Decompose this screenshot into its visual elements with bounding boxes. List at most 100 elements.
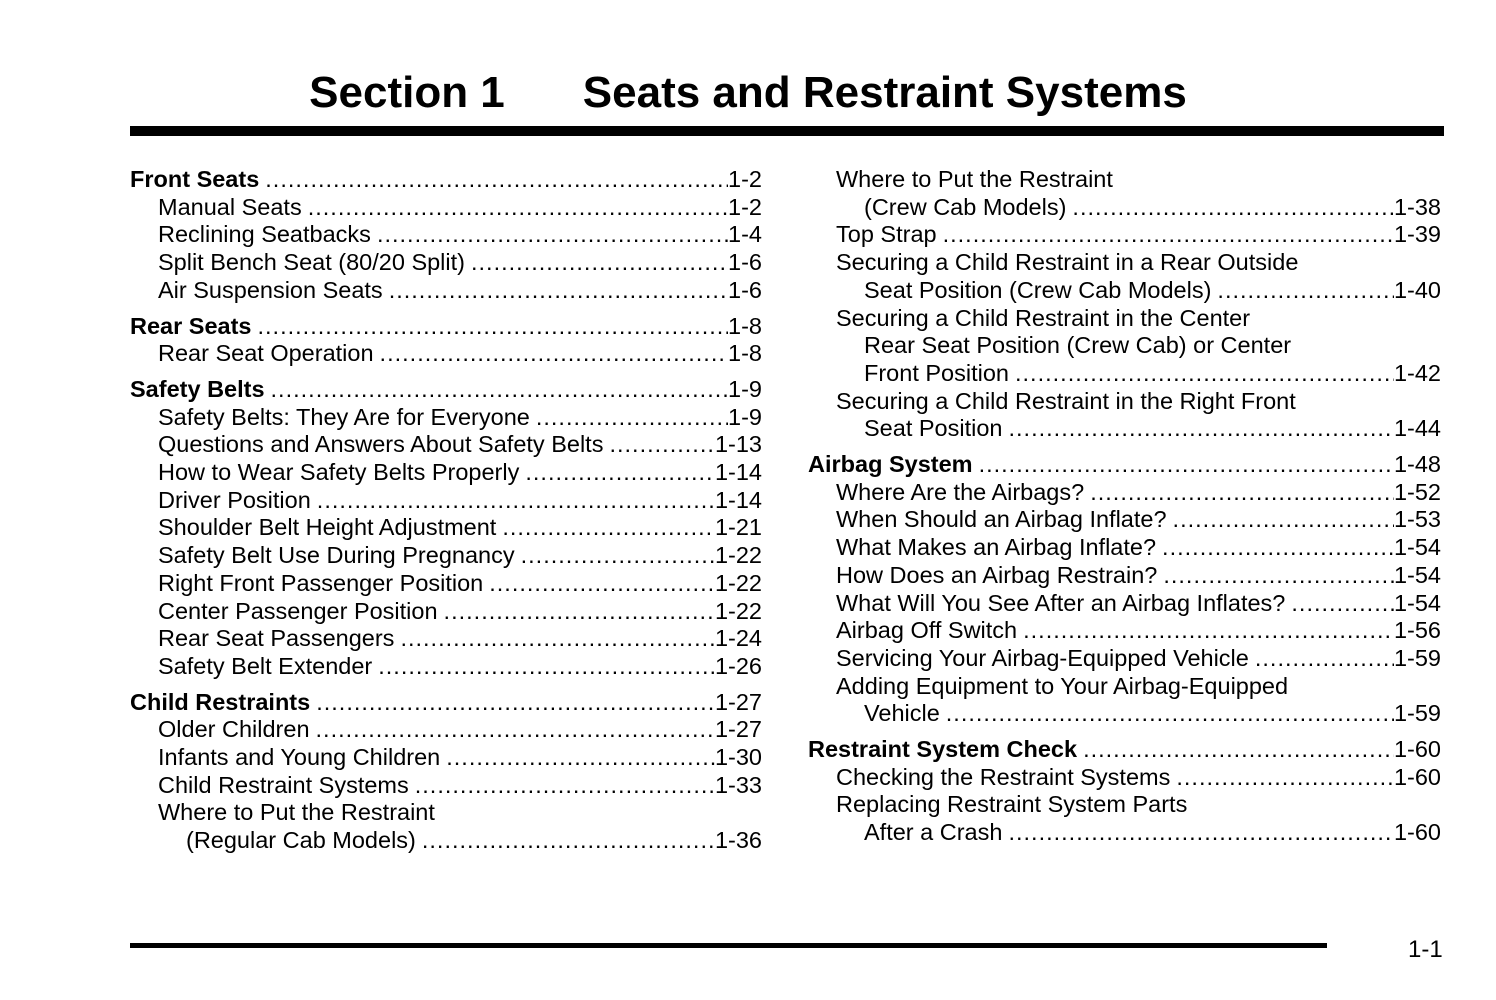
page-reference: 1-27 <box>714 716 762 743</box>
toc-entry[interactable]: Top Strap 1-39 <box>808 221 1441 249</box>
entry-title: What Will You See After an Airbag Inflat… <box>836 589 1286 616</box>
page-number: 1-1 <box>1408 936 1443 963</box>
toc-heading[interactable]: Rear Seats 1-8 <box>130 313 762 341</box>
toc-entry[interactable]: (Crew Cab Models) 1-38 <box>808 194 1441 222</box>
dot-leader <box>377 221 728 249</box>
dot-leader <box>400 625 715 653</box>
entry-title: How to Wear Safety Belts Properly <box>158 459 520 486</box>
toc-entry[interactable]: How to Wear Safety Belts Properly 1-14 <box>130 459 762 487</box>
entry-title: Seat Position <box>864 415 1003 442</box>
toc-entry[interactable]: Rear Seat Operation 1-8 <box>130 340 762 368</box>
toc-group: Airbag System 1-48 Where Are the Airbags? 1… <box>808 451 1441 728</box>
dot-leader <box>265 166 728 194</box>
toc-heading[interactable]: Restraint System Check 1-60 <box>808 736 1441 764</box>
toc-entry[interactable]: Center Passenger Position 1-22 <box>130 598 762 626</box>
toc-entry[interactable]: Seat Position (Crew Cab Models) 1-40 <box>808 277 1441 305</box>
entry-title: Safety Belt Extender <box>158 652 373 679</box>
toc-entry[interactable]: Safety Belts: They Are for Everyone 1-9 <box>130 404 762 432</box>
page-reference: 1-22 <box>714 569 762 596</box>
page-reference: 1-27 <box>714 688 762 715</box>
toc-entry[interactable]: When Should an Airbag Inflate? 1-53 <box>808 506 1441 534</box>
toc-entry[interactable]: Split Bench Seat (80/20 Split) 1-6 <box>130 249 762 277</box>
toc-entry[interactable]: How Does an Airbag Restrain? 1-54 <box>808 562 1441 590</box>
dot-leader <box>317 487 715 515</box>
dot-leader <box>422 827 715 855</box>
entry-title: Where to Put the Restraint <box>836 166 1113 192</box>
toc-entry[interactable]: Where Are the Airbags? 1-52 <box>808 479 1441 507</box>
entry-title: Manual Seats <box>158 193 302 220</box>
toc-entry[interactable]: Manual Seats 1-2 <box>130 194 762 222</box>
toc-entry[interactable]: Checking the Restraint Systems 1-60 <box>808 764 1441 792</box>
toc-entry[interactable]: What Will You See After an Airbag Inflat… <box>808 590 1441 618</box>
page-reference: 1-8 <box>728 312 762 339</box>
entry-title: Replacing Restraint System Parts <box>836 791 1188 818</box>
page-reference: 1-54 <box>1393 534 1441 561</box>
page-reference: 1-56 <box>1393 617 1441 644</box>
page-reference: 1-6 <box>728 249 762 276</box>
dot-leader <box>1083 736 1394 764</box>
entry-title: Child Restraint Systems <box>158 771 409 798</box>
toc-entry[interactable]: Seat Position 1-44 <box>808 415 1441 443</box>
dot-leader <box>471 249 728 277</box>
toc-heading[interactable]: Safety Belts 1-9 <box>130 376 762 404</box>
page-reference: 1-59 <box>1393 700 1441 727</box>
dot-leader <box>609 431 714 459</box>
toc-entry[interactable]: Front Position 1-42 <box>808 360 1441 388</box>
toc-entry[interactable]: Child Restraint Systems 1-33 <box>130 772 762 800</box>
toc-entry[interactable]: Shoulder Belt Height Adjustment 1-21 <box>130 514 762 542</box>
dot-leader <box>1008 415 1393 443</box>
toc-entry[interactable]: (Regular Cab Models) 1-36 <box>130 827 762 855</box>
entry-title: Securing a Child Restraint in the Center <box>836 304 1251 331</box>
toc-group: Where to Put the Restraint (Crew Cab Mode… <box>808 166 1441 443</box>
toc-heading[interactable]: Airbag System 1-48 <box>808 451 1441 479</box>
dot-leader <box>316 689 715 717</box>
entry-title: Securing a Child Restraint in the Right … <box>836 387 1296 414</box>
dot-leader <box>943 221 1394 249</box>
dot-leader <box>1023 617 1394 645</box>
page-reference: 1-22 <box>714 542 762 569</box>
bottom-rule <box>130 943 1327 948</box>
page-reference: 1-54 <box>1393 589 1441 616</box>
toc-entry[interactable]: What Makes an Airbag Inflate? 1-54 <box>808 534 1441 562</box>
toc-entry[interactable]: Questions and Answers About Safety Belts… <box>130 431 762 459</box>
dot-leader <box>1173 506 1394 534</box>
entry-title: Restraint System Check <box>808 736 1078 763</box>
entry-title: Split Bench Seat (80/20 Split) <box>158 249 465 276</box>
toc-entry[interactable]: Servicing Your Airbag-Equipped Vehicle 1-… <box>808 645 1441 673</box>
toc-entry[interactable]: Rear Seat Passengers 1-24 <box>130 625 762 653</box>
page-reference: 1-44 <box>1393 415 1441 442</box>
toc-entry[interactable]: Vehicle 1-59 <box>808 700 1441 728</box>
entry-title: Older Children <box>158 716 310 743</box>
toc-entry: Securing a Child Restraint in a Rear Out… <box>808 249 1441 277</box>
entry-title: Shoulder Belt Height Adjustment <box>158 514 497 541</box>
toc-entry[interactable]: Safety Belt Extender 1-26 <box>130 653 762 681</box>
entry-title: (Regular Cab Models) <box>186 827 416 854</box>
toc-heading[interactable]: Front Seats 1-2 <box>130 166 762 194</box>
toc-entry[interactable]: Reclining Seatbacks 1-4 <box>130 221 762 249</box>
toc-entry[interactable]: Driver Position 1-14 <box>130 487 762 515</box>
toc-entry[interactable]: Right Front Passenger Position 1-22 <box>130 570 762 598</box>
toc-entry[interactable]: Air Suspension Seats 1-6 <box>130 277 762 305</box>
toc-entry: Where to Put the Restraint <box>808 166 1441 194</box>
toc-entry[interactable]: Older Children 1-27 <box>130 716 762 744</box>
dot-leader <box>446 744 715 772</box>
toc-heading[interactable]: Child Restraints 1-27 <box>130 689 762 717</box>
entry-title: Securing a Child Restraint in a Rear Out… <box>836 249 1299 276</box>
toc-entry[interactable]: Safety Belt Use During Pregnancy 1-22 <box>130 542 762 570</box>
entry-title: Adding Equipment to Your Airbag-Equipped <box>836 672 1289 699</box>
page-reference: 1-38 <box>1393 193 1441 220</box>
toc-entry[interactable]: Infants and Young Children 1-30 <box>130 744 762 772</box>
toc-entry[interactable]: Airbag Off Switch 1-56 <box>808 617 1441 645</box>
entry-title: Vehicle <box>864 700 940 727</box>
page-reference: 1-30 <box>714 744 762 771</box>
page-reference: 1-9 <box>728 403 762 430</box>
dot-leader <box>946 700 1394 728</box>
page-reference: 1-33 <box>714 771 762 798</box>
entry-title: What Makes an Airbag Inflate? <box>836 534 1157 561</box>
dot-leader <box>258 313 729 341</box>
entry-title: Seat Position (Crew Cab Models) <box>864 276 1212 303</box>
page-reference: 1-9 <box>728 375 762 402</box>
toc-entry[interactable]: After a Crash 1-60 <box>808 819 1441 847</box>
page-reference: 1-6 <box>728 276 762 303</box>
